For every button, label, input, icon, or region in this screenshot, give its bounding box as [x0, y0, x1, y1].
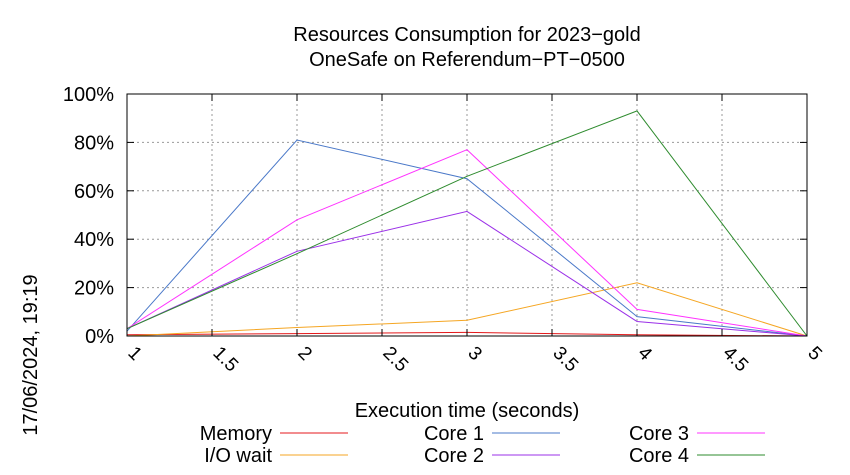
chart-title: Resources Consumption for 2023−gold — [293, 24, 640, 46]
x-tick-label: 5 — [803, 343, 825, 365]
series-line-core-1 — [126, 139, 808, 337]
legend-label-core-1: Core 1 — [424, 423, 484, 445]
x-tick-label: 4.5 — [718, 343, 752, 377]
x-tick-label: 1 — [123, 343, 145, 365]
legend-label-core-3: Core 3 — [629, 423, 689, 445]
grid — [127, 94, 807, 336]
chart-subtitle: OneSafe on Referendum−PT−0500 — [309, 49, 625, 71]
y-tick-label: 40% — [74, 229, 114, 251]
series-line-core-4 — [126, 110, 808, 337]
y-tick-label: 0% — [85, 326, 114, 348]
x-axis-label: Execution time (seconds) — [355, 400, 580, 422]
x-tick-label: 1.5 — [208, 343, 242, 377]
x-tick-label: 4 — [633, 343, 656, 366]
x-tick-label: 2 — [293, 343, 315, 365]
y-tick-label: 100% — [63, 84, 114, 106]
y-tick-label: 20% — [74, 278, 114, 300]
series-line-i-o-wait — [126, 282, 808, 337]
y-tick-label: 60% — [74, 181, 114, 203]
y-tick-label: 80% — [74, 132, 114, 154]
legend-label-memory: Memory — [200, 423, 272, 445]
timestamp: 17/06/2024, 19:19 — [20, 274, 42, 435]
series-line-core-2 — [126, 210, 808, 337]
x-tick-label: 3.5 — [548, 343, 582, 377]
x-tick-label: 3 — [463, 343, 485, 365]
series-line-core-3 — [126, 149, 808, 337]
legend-label-core-2: Core 2 — [424, 445, 484, 467]
x-tick-label: 2.5 — [378, 343, 412, 377]
legend-label-core-4: Core 4 — [629, 445, 689, 467]
legend-label-i-o-wait: I/O wait — [204, 445, 272, 467]
